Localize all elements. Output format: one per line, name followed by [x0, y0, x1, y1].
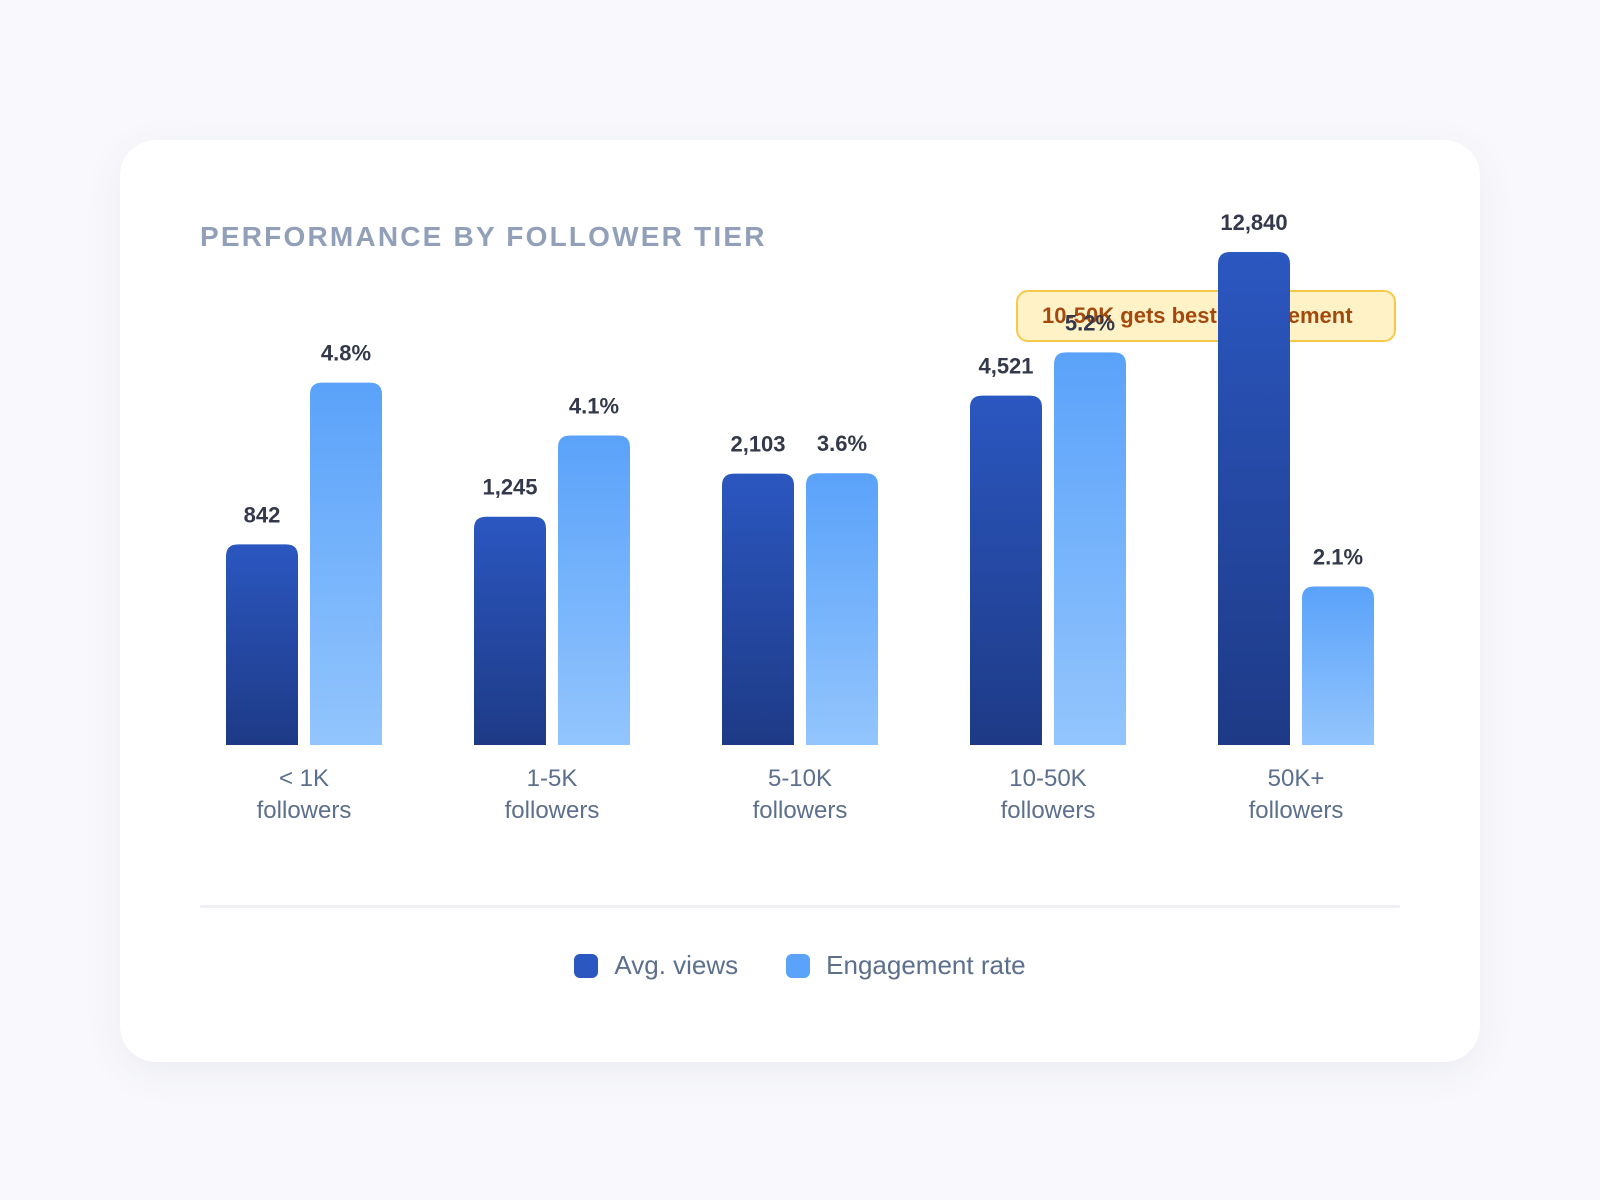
legend-label-engagement-rate: Engagement rate: [826, 950, 1026, 980]
bar-avg-views-2: [722, 473, 794, 745]
x-tick-label-1-0: 1-5K: [527, 765, 578, 792]
legend-label-avg-views: Avg. views: [614, 950, 739, 980]
x-tick-label-4-0: 50K+: [1268, 765, 1325, 792]
legend-swatch-engagement-rate: [786, 953, 811, 978]
data-label-engagement-rate-0: 4.8%: [321, 341, 371, 366]
legend-item-engagement-rate: Engagement rate: [786, 950, 1026, 981]
x-tick-label-0-1: followers: [257, 797, 352, 824]
bars-layer: 842 4.8% < 1K followers 1,245 4.1% 1-5K followe…: [226, 341, 1343, 824]
x-tick-label-4-1: followers: [1249, 797, 1344, 824]
legend-divider: [200, 905, 1400, 908]
x-tick-label-2-0: 5-10K: [768, 765, 832, 792]
chart-title: PERFORMANCE BY FOLLOWER TIER: [200, 221, 767, 252]
bar-engagement-rate-2: [806, 473, 878, 745]
annotation-callout: 10-50K gets best engagement: [1016, 290, 1396, 342]
data-label-avg-views-2: 2,103: [730, 432, 785, 457]
x-tick-label-0-0: < 1K: [279, 765, 329, 792]
x-tick-label-3-0: 10-50K: [1009, 765, 1086, 792]
data-label-avg-views-0: 842: [244, 502, 281, 527]
bar-engagement-rate-1: [558, 435, 630, 745]
bar-avg-views-1: [474, 516, 546, 745]
x-tick-label-2-1: followers: [753, 797, 848, 824]
legend-swatch-avg-views: [574, 953, 599, 978]
data-label-engagement-rate-2: 3.6%: [817, 431, 867, 456]
chart-legend: Avg. views Engagement rate: [0, 950, 1600, 981]
data-label-engagement-rate-1: 4.1%: [569, 393, 619, 418]
x-tick-label-1-1: followers: [505, 797, 600, 824]
bar-avg-views-0: [226, 544, 298, 745]
x-tick-label-3-1: followers: [1001, 797, 1096, 824]
data-label-avg-views-1: 1,245: [482, 475, 537, 500]
bar-engagement-rate-0: [310, 382, 382, 745]
legend-item-avg-views: Avg. views: [574, 950, 738, 981]
